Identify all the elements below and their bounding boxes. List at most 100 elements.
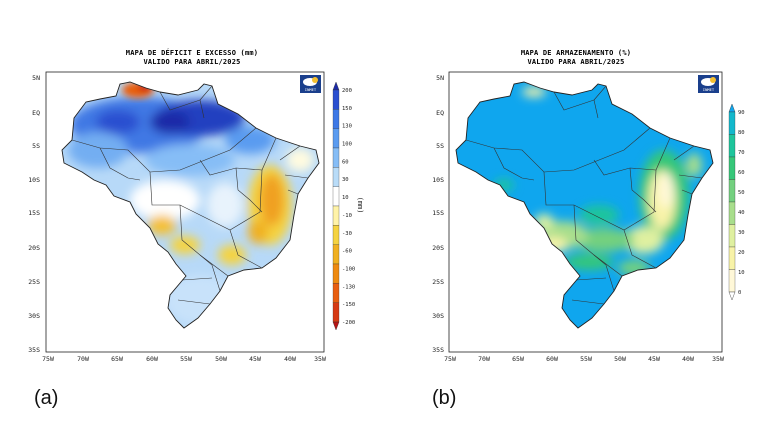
- colorbar-tick-label: -60: [342, 249, 352, 255]
- colorbar-tick-label: 20: [738, 250, 745, 256]
- map-b-lat-label: 20S: [432, 244, 444, 252]
- colorbar-tick-label: 40: [738, 210, 745, 216]
- colorbar-swatch: [332, 109, 340, 129]
- inmet-logo-text: INMET: [703, 87, 715, 92]
- deficit-excess-panel: MAPA DE DÉFICIT E EXCESSO (mm) VALIDO PA…: [0, 49, 384, 409]
- colorbar-bottom-arrow: [332, 321, 340, 331]
- map-b-lon-label: 55W: [580, 355, 592, 363]
- map-a-lon-label: 45W: [249, 355, 261, 363]
- map-b-lat-label: 5S: [436, 142, 444, 150]
- map-b-lat-label: 15S: [432, 209, 444, 217]
- map-b-title-line2: VALIDO PARA ABRIL/2025: [527, 58, 625, 66]
- map-b-lat-label: 10S: [432, 176, 444, 184]
- map-a-lon-label: 75W: [42, 355, 54, 363]
- colorbar-tick-label: -30: [342, 231, 352, 237]
- map-b-lon-label: 75W: [444, 355, 456, 363]
- colorbar-tick-label: -10: [342, 213, 352, 219]
- map-a-lon-label: 55W: [180, 355, 192, 363]
- colorbar-tick-label: 130: [342, 124, 352, 130]
- colorbar-top-arrow: [332, 81, 340, 91]
- colorbar-tick-label: 10: [342, 195, 349, 201]
- colorbar-swatch: [728, 134, 736, 158]
- map-a-lon-label: 40W: [284, 355, 296, 363]
- colorbar-swatch: [332, 283, 340, 303]
- colorbar-swatch: [728, 246, 736, 270]
- map-b-lon-label: 65W: [512, 355, 524, 363]
- map-a-lon-label: 70W: [77, 355, 89, 363]
- colorbar-swatch: [332, 128, 340, 149]
- inmet-logo: INMET: [698, 75, 719, 93]
- colorbar-swatch: [332, 205, 340, 226]
- colorbar-top-arrow: [728, 103, 736, 113]
- colorbar-swatch: [332, 167, 340, 187]
- colorbar-tick-label: 0: [738, 290, 741, 296]
- colorbar-swatch: [332, 147, 340, 168]
- colorbar-swatch: [332, 225, 340, 245]
- colorbar-tick-label: 50: [738, 190, 745, 196]
- map-a-lat-label: 35S: [28, 346, 40, 354]
- map-a-title-line2: VALIDO PARA ABRIL/2025: [143, 58, 241, 66]
- colorbar-tick-label: 100: [342, 142, 352, 148]
- colorbar-tick-label: 60: [738, 170, 745, 176]
- map-b-lat-label: 25S: [432, 278, 444, 286]
- map-b-state-borders: [465, 85, 703, 305]
- colorbar-tick-label: 150: [342, 106, 352, 112]
- map-b-lon-label: 40W: [682, 355, 694, 363]
- map-b-lon-label: 60W: [546, 355, 558, 363]
- colorbar-tick-label: -100: [342, 266, 355, 272]
- colorbar-swatch: [332, 244, 340, 265]
- map-b-title-line1: MAPA DE ARMAZENAMENTO (%): [520, 49, 632, 57]
- map-a-lat-label: 5N: [32, 74, 40, 82]
- colorbar-swatch: [728, 111, 736, 135]
- map-a-lat-label: 15S: [28, 209, 40, 217]
- colorbar-tick-label: 80: [738, 130, 745, 136]
- colorbar-tick-label: 30: [738, 230, 745, 236]
- map-a-figure: 5N EQ 5S 10S 15S 20S 25S 30S 35S 75W 70W…: [28, 71, 364, 363]
- inmet-logo: INMET: [300, 75, 321, 93]
- colorbar-swatch: [332, 89, 340, 110]
- panel-a-label: (a): [34, 387, 59, 409]
- map-a-lon-label: 60W: [146, 355, 158, 363]
- colorbar-swatch: [332, 186, 340, 207]
- colorbar-swatch: [332, 263, 340, 284]
- colorbar-swatch: [728, 156, 736, 180]
- colorbar-tick-label: 30: [342, 177, 349, 183]
- colorbar-tick-label: 200: [342, 88, 352, 94]
- map-a-lat-label: 30S: [28, 312, 40, 320]
- colorbar-swatch: [728, 224, 736, 248]
- map-a-state-borders: [71, 85, 309, 305]
- colorbar-tick-label: -150: [342, 302, 355, 308]
- map-b-lon-label: 50W: [614, 355, 626, 363]
- map-a-colorbar-unit: (mm): [356, 197, 364, 214]
- colorbar-swatch: [332, 302, 340, 323]
- map-b-colorbar: 90 80 70 60 50 40 30 20 10 0: [728, 103, 745, 301]
- map-a-lon-label: 35W: [314, 355, 326, 363]
- colorbar-tick-label: -130: [342, 284, 355, 290]
- map-b-lon-label: 70W: [478, 355, 490, 363]
- map-b-title: MAPA DE ARMAZENAMENTO (%) VALIDO PARA AB…: [384, 49, 768, 67]
- map-b-lon-label: 35W: [712, 355, 724, 363]
- colorbar-swatch: [728, 269, 736, 293]
- map-a-colorbar: 200 150 130 100 60 30 10 -10 -30 -60 -100 -130 -150 -…: [332, 81, 355, 331]
- map-b-figure: 5N EQ 5S 10S 15S 20S 25S 30S 35S 75W 70W…: [432, 71, 745, 363]
- colorbar-tick-label: 70: [738, 150, 745, 156]
- map-a-lon-label: 50W: [215, 355, 227, 363]
- map-a-lat-label: 25S: [28, 278, 40, 286]
- map-a-title: MAPA DE DÉFICIT E EXCESSO (mm) VALIDO PA…: [0, 49, 384, 67]
- colorbar-tick-label: 10: [738, 270, 745, 276]
- map-a-title-line1: MAPA DE DÉFICIT E EXCESSO (mm): [125, 49, 259, 57]
- colorbar-bottom-arrow: [728, 291, 736, 301]
- map-b-lon-label: 45W: [648, 355, 660, 363]
- map-a-lat-label: 10S: [28, 176, 40, 184]
- map-b-lat-label: 35S: [432, 346, 444, 354]
- map-b-lat-label: 30S: [432, 312, 444, 320]
- colorbar-tick-label: 60: [342, 159, 349, 165]
- colorbar-swatch: [728, 179, 736, 203]
- map-a-lat-label: EQ: [32, 109, 40, 117]
- map-b-lat-label: 5N: [436, 74, 444, 82]
- panel-b-label: (b): [432, 387, 457, 409]
- colorbar-tick-label: 90: [738, 110, 745, 116]
- map-a-lat-label: 5S: [32, 142, 40, 150]
- map-a-lat-label: 20S: [28, 244, 40, 252]
- storage-panel: MAPA DE ARMAZENAMENTO (%) VALIDO PARA AB…: [384, 0, 768, 432]
